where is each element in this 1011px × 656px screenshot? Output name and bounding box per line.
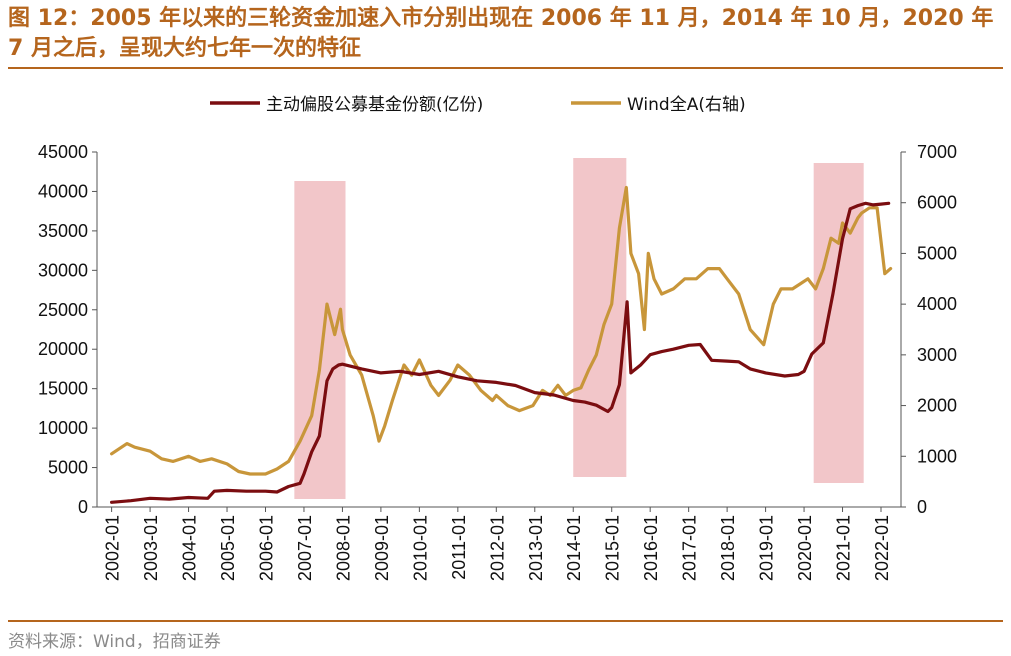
figure-title: 图 12：2005 年以来的三轮资金加速入市分别出现在 2006 年 11 月，…	[8, 6, 994, 61]
left-tick-label: 5000	[48, 458, 88, 478]
x-tick-label: 2012-01	[487, 515, 507, 581]
left-tick-label: 45000	[38, 142, 88, 162]
series-line-wind-all-a	[109, 185, 893, 476]
source-note: 资料来源：Wind，招商证券	[8, 632, 221, 652]
left-tick-label: 35000	[38, 221, 88, 241]
left-tick-label: 30000	[38, 260, 88, 280]
left-tick-label: 20000	[38, 339, 88, 359]
axes: 0500010000150002000025000300003500040000…	[38, 142, 957, 581]
series-line-fund-shares	[109, 201, 891, 504]
x-tick-label: 2009-01	[372, 515, 392, 581]
right-tick-label: 5000	[917, 243, 957, 263]
right-tick-label: 2000	[917, 396, 957, 416]
series-lines	[109, 185, 893, 504]
x-tick-label: 2007-01	[295, 515, 315, 581]
footer-rule	[8, 620, 1003, 622]
x-tick-label: 2005-01	[218, 515, 238, 581]
left-tick-label: 10000	[38, 418, 88, 438]
x-tick-label: 2013-01	[526, 515, 546, 581]
right-tick-label: 4000	[917, 294, 957, 314]
legend: 主动偏股公募基金份额(亿份) Wind全A(右轴)	[210, 95, 746, 115]
legend-wind-all-a-label: Wind全A(右轴)	[627, 95, 746, 115]
legend-fund-shares-label: 主动偏股公募基金份额(亿份)	[266, 95, 483, 115]
right-tick-label: 6000	[917, 193, 957, 213]
x-tick-label: 2018-01	[718, 515, 738, 581]
left-tick-label: 40000	[38, 181, 88, 201]
left-tick-label: 15000	[38, 379, 88, 399]
x-tick-label: 2011-01	[449, 515, 469, 580]
x-tick-label: 2004-01	[180, 515, 200, 581]
shaded-period-3	[813, 163, 864, 483]
right-tick-label: 1000	[917, 446, 957, 466]
left-tick-label: 25000	[38, 300, 88, 320]
x-tick-label: 2020-01	[795, 515, 815, 581]
x-tick-label: 2010-01	[410, 515, 430, 581]
right-tick-label: 3000	[917, 345, 957, 365]
title-rule	[8, 67, 1003, 69]
x-tick-label: 2016-01	[641, 515, 661, 581]
x-tick-label: 2002-01	[103, 515, 123, 581]
x-tick-label: 2022-01	[872, 515, 892, 581]
x-tick-label: 2006-01	[256, 515, 276, 581]
right-tick-label: 7000	[917, 142, 957, 162]
x-tick-label: 2003-01	[141, 515, 161, 581]
x-tick-label: 2021-01	[834, 515, 854, 581]
x-tick-label: 2015-01	[603, 515, 623, 581]
right-tick-label: 0	[917, 497, 927, 517]
shaded-period-2	[573, 158, 627, 477]
left-tick-label: 0	[78, 497, 88, 517]
x-tick-label: 2017-01	[680, 515, 700, 581]
shaded-period-1	[294, 181, 346, 499]
shaded-periods	[294, 158, 864, 499]
x-tick-label: 2008-01	[333, 515, 353, 581]
x-tick-label: 2019-01	[757, 515, 777, 581]
x-tick-label: 2014-01	[564, 515, 584, 581]
